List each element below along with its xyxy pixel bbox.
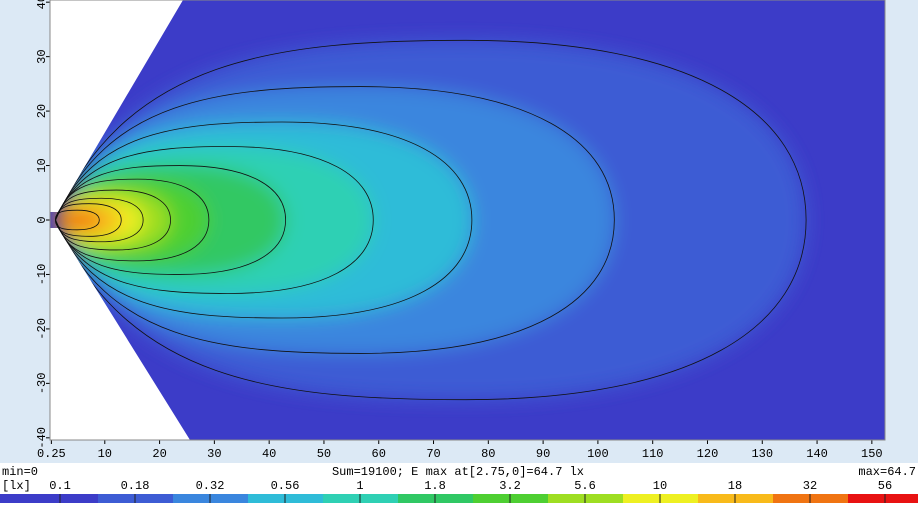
- y-tick-label: -30: [35, 373, 49, 395]
- contour-line: [55, 209, 100, 231]
- contour-line: [55, 39, 807, 401]
- heatmap: [50, 0, 885, 440]
- colorbar-label: 32: [803, 479, 817, 493]
- y-tick-label: -40: [35, 427, 49, 449]
- contour-line: [55, 121, 473, 319]
- y-tick-label: 30: [35, 49, 49, 63]
- x-tick-label: 70: [426, 447, 440, 461]
- colorbar-label: 0.32: [196, 479, 225, 493]
- y-tick-label: -10: [35, 264, 49, 286]
- field-band: [55, 210, 100, 230]
- summary: Sum=19100; E max at[2.75,0]=64.7 lx: [332, 465, 584, 479]
- x-tick-label: 50: [317, 447, 331, 461]
- y-tick-label: 10: [35, 158, 49, 172]
- x-tick-label: 120: [697, 447, 719, 461]
- y-tick-label: 0: [35, 216, 49, 223]
- colorbar-label: 0.1: [49, 479, 71, 493]
- colorbar-label: 3.2: [499, 479, 521, 493]
- plot-frame: [49, 0, 886, 441]
- x-tick-label: 110: [642, 447, 664, 461]
- contour-line: [55, 146, 374, 294]
- colorbar-label: 1.8: [424, 479, 446, 493]
- x-tick-label: 80: [481, 447, 495, 461]
- max-label: max=64.7: [858, 465, 916, 479]
- contour-line: [55, 203, 122, 237]
- y-tick-label: 20: [35, 104, 49, 118]
- min-label: min=0: [2, 465, 38, 479]
- contour-line: [55, 165, 286, 275]
- colorbar-label: 10: [653, 479, 667, 493]
- contour-line: [55, 189, 171, 251]
- colorbar-label: 0.56: [271, 479, 300, 493]
- colorbar-label: 5.6: [574, 479, 596, 493]
- colorbar-label: 0.18: [121, 479, 150, 493]
- x-tick-label: 10: [98, 447, 112, 461]
- colorbar-label: 18: [728, 479, 742, 493]
- x-tick-label: 140: [806, 447, 828, 461]
- x-tick-label: 60: [372, 447, 386, 461]
- unit-label: [lx]: [2, 479, 31, 493]
- x-tick-label: 0.25: [37, 447, 66, 461]
- colorbar-label: 1: [356, 479, 363, 493]
- x-tick-label: 100: [587, 447, 609, 461]
- x-tick-label: 20: [152, 447, 166, 461]
- contour-line: [55, 178, 210, 262]
- colorbar-label: 56: [878, 479, 892, 493]
- x-tick-label: 90: [536, 447, 550, 461]
- y-tick-label: 40: [35, 0, 49, 9]
- contour-lines: [55, 39, 807, 401]
- x-tick-label: 130: [751, 447, 773, 461]
- colorbar-cell: [848, 494, 918, 503]
- contour-line: [55, 86, 615, 354]
- x-tick-label: 40: [262, 447, 276, 461]
- x-tick-label: 30: [207, 447, 221, 461]
- colorbar-cell: [0, 494, 98, 503]
- field-glow: [55, 40, 807, 400]
- y-tick-label: -20: [35, 318, 49, 340]
- contour-line: [55, 197, 144, 243]
- x-tick-label: 150: [861, 447, 883, 461]
